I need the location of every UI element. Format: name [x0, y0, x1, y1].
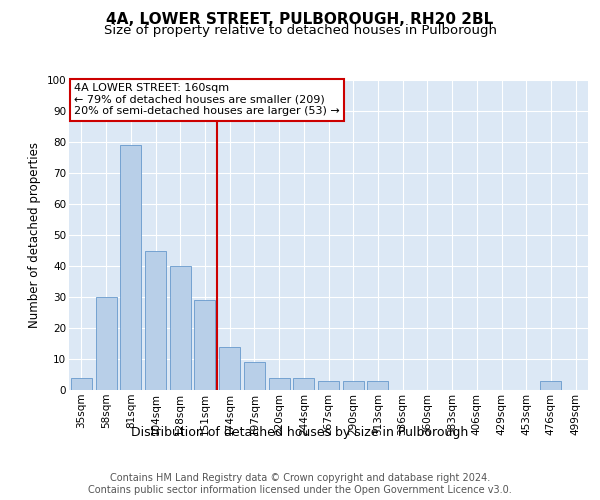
Text: 4A, LOWER STREET, PULBOROUGH, RH20 2BL: 4A, LOWER STREET, PULBOROUGH, RH20 2BL — [106, 12, 494, 28]
Bar — [541, 380, 562, 390]
Text: Contains HM Land Registry data © Crown copyright and database right 2024.
Contai: Contains HM Land Registry data © Crown c… — [88, 474, 512, 495]
Bar — [95, 297, 116, 390]
Bar — [219, 346, 240, 390]
Bar — [244, 362, 265, 390]
Bar — [194, 300, 215, 390]
Bar — [293, 378, 314, 390]
Bar — [318, 380, 339, 390]
Text: Size of property relative to detached houses in Pulborough: Size of property relative to detached ho… — [104, 24, 497, 37]
Bar — [269, 378, 290, 390]
Bar — [343, 380, 364, 390]
Y-axis label: Number of detached properties: Number of detached properties — [28, 142, 41, 328]
Bar — [145, 250, 166, 390]
Bar — [367, 380, 388, 390]
Bar — [170, 266, 191, 390]
Bar — [120, 145, 141, 390]
Text: Distribution of detached houses by size in Pulborough: Distribution of detached houses by size … — [131, 426, 469, 439]
Bar — [71, 378, 92, 390]
Text: 4A LOWER STREET: 160sqm
← 79% of detached houses are smaller (209)
20% of semi-d: 4A LOWER STREET: 160sqm ← 79% of detache… — [74, 83, 340, 116]
